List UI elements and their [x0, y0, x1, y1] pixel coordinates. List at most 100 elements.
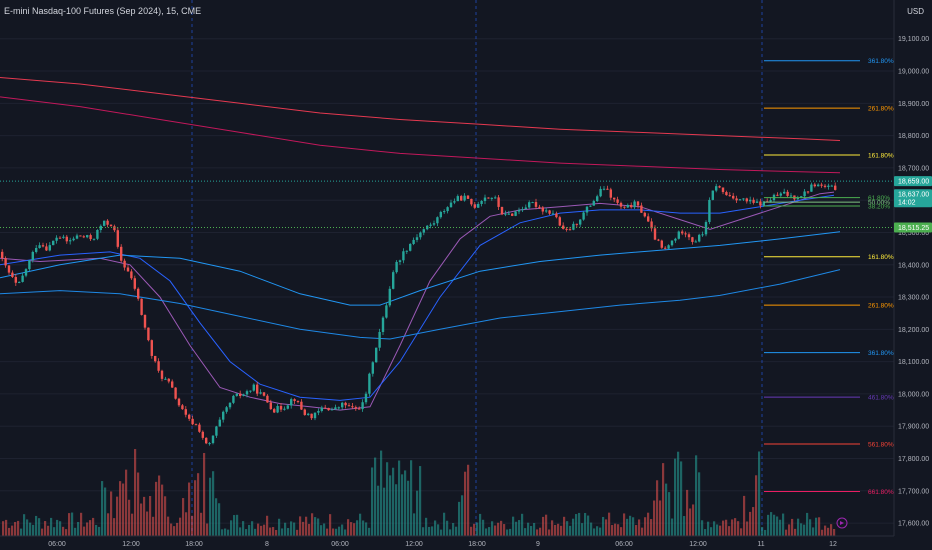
candle-body [453, 201, 456, 203]
candle-body [341, 402, 344, 408]
candle-body [99, 225, 102, 230]
candle-body [184, 409, 187, 415]
candle-body [395, 261, 398, 273]
volume-bar [194, 480, 197, 536]
volume-bar [632, 517, 635, 536]
volume-bar [611, 525, 614, 536]
volume-bar [506, 529, 509, 536]
volume-bar [401, 474, 404, 536]
volume-bar [701, 520, 704, 536]
volume-bar [431, 526, 434, 536]
volume-bar [761, 526, 764, 536]
currency-label[interactable]: USD [907, 7, 924, 16]
candle-body [616, 199, 619, 203]
volume-bar [83, 526, 86, 536]
candle-body [623, 206, 626, 208]
volume-bar [599, 527, 602, 536]
candle-body [225, 407, 228, 412]
volume-bar [689, 508, 692, 536]
volume-bar [758, 451, 761, 536]
volume-bar [56, 519, 59, 536]
volume-bar [314, 517, 317, 536]
candle-body [222, 411, 225, 420]
candle-body [154, 355, 157, 362]
candle-body [796, 197, 799, 200]
volume-bar [353, 523, 356, 536]
volume-bar [428, 526, 431, 536]
candle-body [619, 202, 623, 207]
candle-body [385, 305, 388, 318]
volume-bar [167, 516, 170, 536]
candle-body [715, 186, 718, 191]
candle-body [640, 205, 643, 213]
fib-level-label: 50.00% [868, 200, 890, 207]
volume-bar [245, 529, 248, 536]
volume-bar [563, 516, 566, 536]
volume-bar [593, 528, 596, 536]
volume-bar [41, 528, 44, 536]
candle-body [466, 195, 470, 199]
price-tick-label: 17,800.00 [898, 456, 929, 463]
candle-body [497, 197, 500, 207]
volume-bar [131, 513, 134, 536]
volume-bar [803, 524, 806, 536]
price-axis[interactable] [894, 0, 932, 536]
time-axis[interactable] [0, 536, 894, 550]
volume-bar [38, 518, 41, 536]
candle-body [55, 237, 58, 241]
volume-bar [398, 460, 401, 536]
volume-bar [773, 514, 776, 536]
volume-bar [572, 518, 575, 536]
volume-bar [284, 522, 287, 536]
volume-bar [2, 521, 5, 536]
candle-body [694, 241, 697, 243]
replay-icon[interactable] [836, 517, 848, 529]
candle-body [103, 220, 106, 226]
volume-bar [74, 527, 77, 536]
candle-body [759, 201, 762, 206]
volume-bar [488, 527, 491, 536]
candle-body [470, 198, 473, 205]
volume-bar [467, 464, 470, 536]
volume-bar [419, 466, 422, 536]
volume-bar [65, 529, 68, 536]
volume-bar [497, 522, 500, 536]
candle-body [548, 210, 551, 214]
volume-bar [317, 518, 320, 536]
candle-body [215, 426, 218, 436]
volume-bar [647, 512, 650, 536]
candle-body [324, 407, 327, 409]
volume-bar [683, 516, 686, 536]
candle-body [490, 197, 493, 199]
candle-body [820, 184, 823, 186]
candle-body [375, 347, 378, 363]
candle-body [817, 184, 820, 187]
candle-body [558, 217, 561, 226]
candle-body [72, 238, 75, 241]
candle-body [313, 412, 317, 419]
candle-body [381, 317, 385, 332]
candle-body [171, 381, 174, 388]
candle-body [687, 234, 691, 238]
volume-bar [308, 523, 311, 536]
candle-body [307, 413, 310, 415]
candle-body [290, 399, 293, 406]
volume-bar [413, 513, 416, 536]
volume-bar [92, 517, 95, 536]
candle-body [188, 414, 191, 419]
volume-bar [746, 521, 749, 536]
candle-body [18, 281, 21, 283]
time-tick-label: 06:00 [331, 541, 349, 548]
volume-bar [737, 521, 740, 536]
volume-bar [275, 529, 278, 536]
candle-body [592, 201, 595, 206]
volume-bar [140, 503, 143, 536]
volume-bar [455, 526, 458, 536]
volume-bar [269, 527, 272, 536]
volume-bar [641, 527, 644, 536]
candle-body [232, 395, 235, 403]
candle-body [1, 251, 4, 259]
candle-body [198, 424, 201, 432]
